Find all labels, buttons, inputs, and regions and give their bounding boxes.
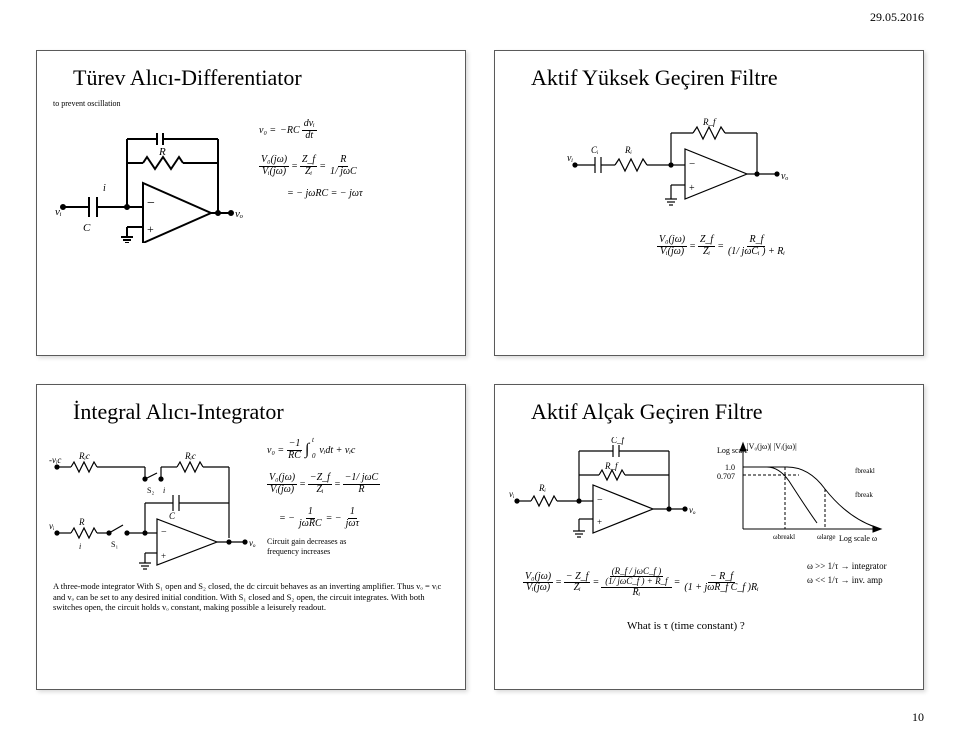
lp-circuit-icon: vᵢ Rᵢ R_f C_f − + vₒ (509, 437, 709, 557)
title-lp: Aktif Alçak Geçiren Filtre (507, 399, 911, 425)
svg-text:vₒ: vₒ (249, 538, 256, 548)
label-vo: vₒ (235, 208, 243, 220)
eq-hp-tf: V₀(jω)Vᵢ(jω) = Z_fZᵢ = R_f(1/ jωCᵢ ) + R… (657, 235, 787, 257)
int-circuit-icon: -vᵢc Rᵢc Rᵢc S₂ vᵢ R i S₁ C − + vₒ i (49, 433, 259, 573)
panel-differentiator: Türev Alıcı-Differentiator (36, 50, 466, 356)
svg-text:|V₀(jω)| |Vᵢ(jω)|: |V₀(jω)| |Vᵢ(jω)| (747, 442, 797, 451)
svg-text:Rᵢ: Rᵢ (538, 483, 546, 493)
eq-diff-time: v₀ = −RC dvᵢdt (259, 119, 317, 141)
svg-text:Cᵢ: Cᵢ (591, 145, 599, 155)
int-cond1: ω >> 1/τ → integrator (807, 561, 887, 573)
svg-text:ωbreakl: ωbreakl (773, 533, 795, 541)
svg-text:−: − (689, 158, 695, 170)
panel-integrator: İntegral Alıcı-Integrator (36, 384, 466, 690)
svg-text:vₒ: vₒ (689, 505, 696, 515)
panel-lp-filter: Aktif Alçak Geçiren Filtre (494, 384, 924, 690)
svg-text:0.707: 0.707 (717, 472, 735, 481)
svg-text:+: + (597, 517, 602, 527)
svg-text:vₒ: vₒ (781, 171, 788, 182)
svg-text:Rᵢc: Rᵢc (184, 451, 196, 461)
eq-lp-tf: V₀(jω)Vᵢ(jω) = − Z_fZᵢ = (R_f / jωC_f )(… (523, 567, 761, 598)
diff-circuit-icon: vᵢ C i R vₒ − + (53, 103, 253, 243)
title-integrator: İntegral Alıcı-Integrator (49, 399, 453, 425)
eq-diff-tf2: = − jωRC = − jωτ (287, 187, 363, 200)
svg-text:Rᵢc: Rᵢc (78, 451, 90, 461)
svg-text:C_f: C_f (611, 437, 626, 445)
svg-text:C: C (169, 511, 176, 521)
svg-text:+: + (161, 551, 166, 561)
svg-text:vᵢ: vᵢ (567, 153, 573, 164)
svg-text:i: i (163, 486, 165, 495)
title-hp: Aktif Yüksek Geçiren Filtre (507, 65, 911, 91)
svg-text:i: i (79, 542, 81, 551)
svg-text:R: R (78, 517, 85, 527)
hp-circuit-icon: vᵢ Cᵢ Rᵢ R_f vₒ − + (567, 109, 847, 219)
svg-text:−: − (597, 495, 603, 506)
svg-text:-vᵢc: -vᵢc (49, 455, 61, 465)
slide-grid: Türev Alıcı-Differentiator (36, 50, 924, 690)
log-omega-label: Log scale ω (839, 534, 877, 543)
svg-text:S₂: S₂ (147, 486, 154, 495)
page-number: 10 (912, 710, 924, 725)
page-date: 29.05.2016 (870, 10, 924, 25)
title-differentiator: Türev Alıcı-Differentiator (49, 65, 453, 91)
label-i: i (103, 183, 106, 194)
bode-plot-icon: Log scale |V₀(jω)| |Vᵢ(jω)| 1.0 0.707 ωb… (717, 437, 887, 547)
svg-text:vᵢ: vᵢ (49, 521, 55, 531)
eq-int-tf1: V₀(jω)Vᵢ(jω) = −Z_fZᵢ = −1/ jωCR (267, 473, 380, 495)
svg-text:ωlarge: ωlarge (817, 533, 835, 541)
eq-int-tf2: = − 1jωRC = − 1jωτ (279, 507, 361, 529)
svg-text:S₁: S₁ (111, 540, 118, 549)
panel-hp-filter: Aktif Yüksek Geçiren Filtre (494, 50, 924, 356)
label-c: C (83, 222, 91, 234)
svg-text:vᵢ: vᵢ (509, 489, 515, 499)
eq-diff-tf1: V₀(jω)Vᵢ(jω) = Z_fZᵢ = R1/ jωC (259, 155, 359, 177)
int-cond2: ω << 1/τ → inv. amp (807, 575, 883, 587)
svg-text:Rᵢ: Rᵢ (624, 145, 632, 155)
tau-question: What is τ (time constant) ? (627, 619, 745, 633)
label-vi: vᵢ (55, 206, 62, 218)
svg-text:R_f: R_f (604, 461, 619, 471)
three-mode-paragraph: A three-mode integrator With S₁ open and… (53, 581, 445, 613)
svg-text:fbreakl: fbreakl (855, 467, 875, 475)
gain-freq-note: Circuit gain decreases as frequency incr… (267, 537, 346, 558)
svg-text:+: + (689, 183, 695, 194)
svg-text:fbreak: fbreak (855, 491, 873, 499)
eq-int-time: v₀ = −1RC ∫t0 vᵢdt + vᵢc (267, 439, 355, 461)
label-r: R (158, 146, 166, 158)
svg-text:1.0: 1.0 (725, 463, 735, 472)
prevent-caption: to prevent oscillation (53, 99, 121, 109)
log-scale-label: Log scale (717, 446, 748, 455)
svg-text:R_f: R_f (702, 117, 717, 127)
minus-icon: − (147, 196, 155, 211)
plus-icon: + (147, 222, 154, 236)
svg-text:−: − (161, 527, 167, 538)
